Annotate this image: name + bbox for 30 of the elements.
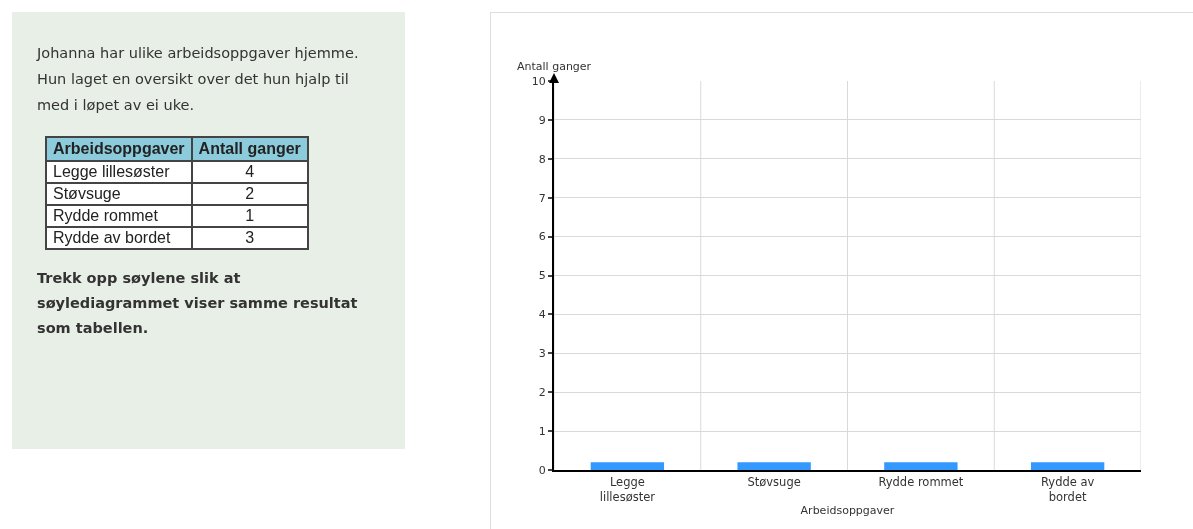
x-tick-label: Rydde rommet [878,474,964,489]
data-label: 4 [191,161,308,183]
y-tick-label: 6 [538,230,546,244]
data-label: 2 [191,183,308,205]
category-label: Støvsuge [46,183,192,205]
y-axis-title: Antall ganger [517,60,592,73]
x-tick-label: Legge lillesøster [599,474,656,504]
text: Trekk opp søylene slik at søylediagrammet viser samme resultat som tabellen. [37,269,359,338]
text: Johanna har ulike arbeidsoppgaver hjemme. [37,44,360,63]
y-tick-label: 8 [538,152,546,166]
data-label: 3 [191,227,308,249]
y-tick-label: 5 [538,269,546,283]
y-tick-label: 10 [531,74,546,88]
text: Antall ganger [191,137,308,161]
x-tick-label: Støvsuge [747,474,801,489]
category-label: Rydde rommet [46,205,192,227]
y-tick-label: 3 [538,347,546,361]
category-label: Legge lillesøster [46,161,192,183]
x-tick-label: Rydde av bordet [1040,474,1095,504]
text: Arbeidsoppgaver [46,137,192,161]
y-tick-label: 0 [538,463,546,477]
text: Hun laget en oversikt over det hun hjalp til med i løpet av ei uke. [37,70,350,115]
x-axis-title: Arbeidsoppgaver [800,504,895,518]
y-tick-label: 2 [538,386,546,400]
y-tick-label: 4 [538,308,546,322]
data-label: 1 [191,205,308,227]
y-tick-label: 1 [538,424,546,438]
y-tick-label: 7 [538,191,546,205]
category-label: Rydde av bordet [46,227,192,249]
y-tick-label: 9 [538,113,546,127]
